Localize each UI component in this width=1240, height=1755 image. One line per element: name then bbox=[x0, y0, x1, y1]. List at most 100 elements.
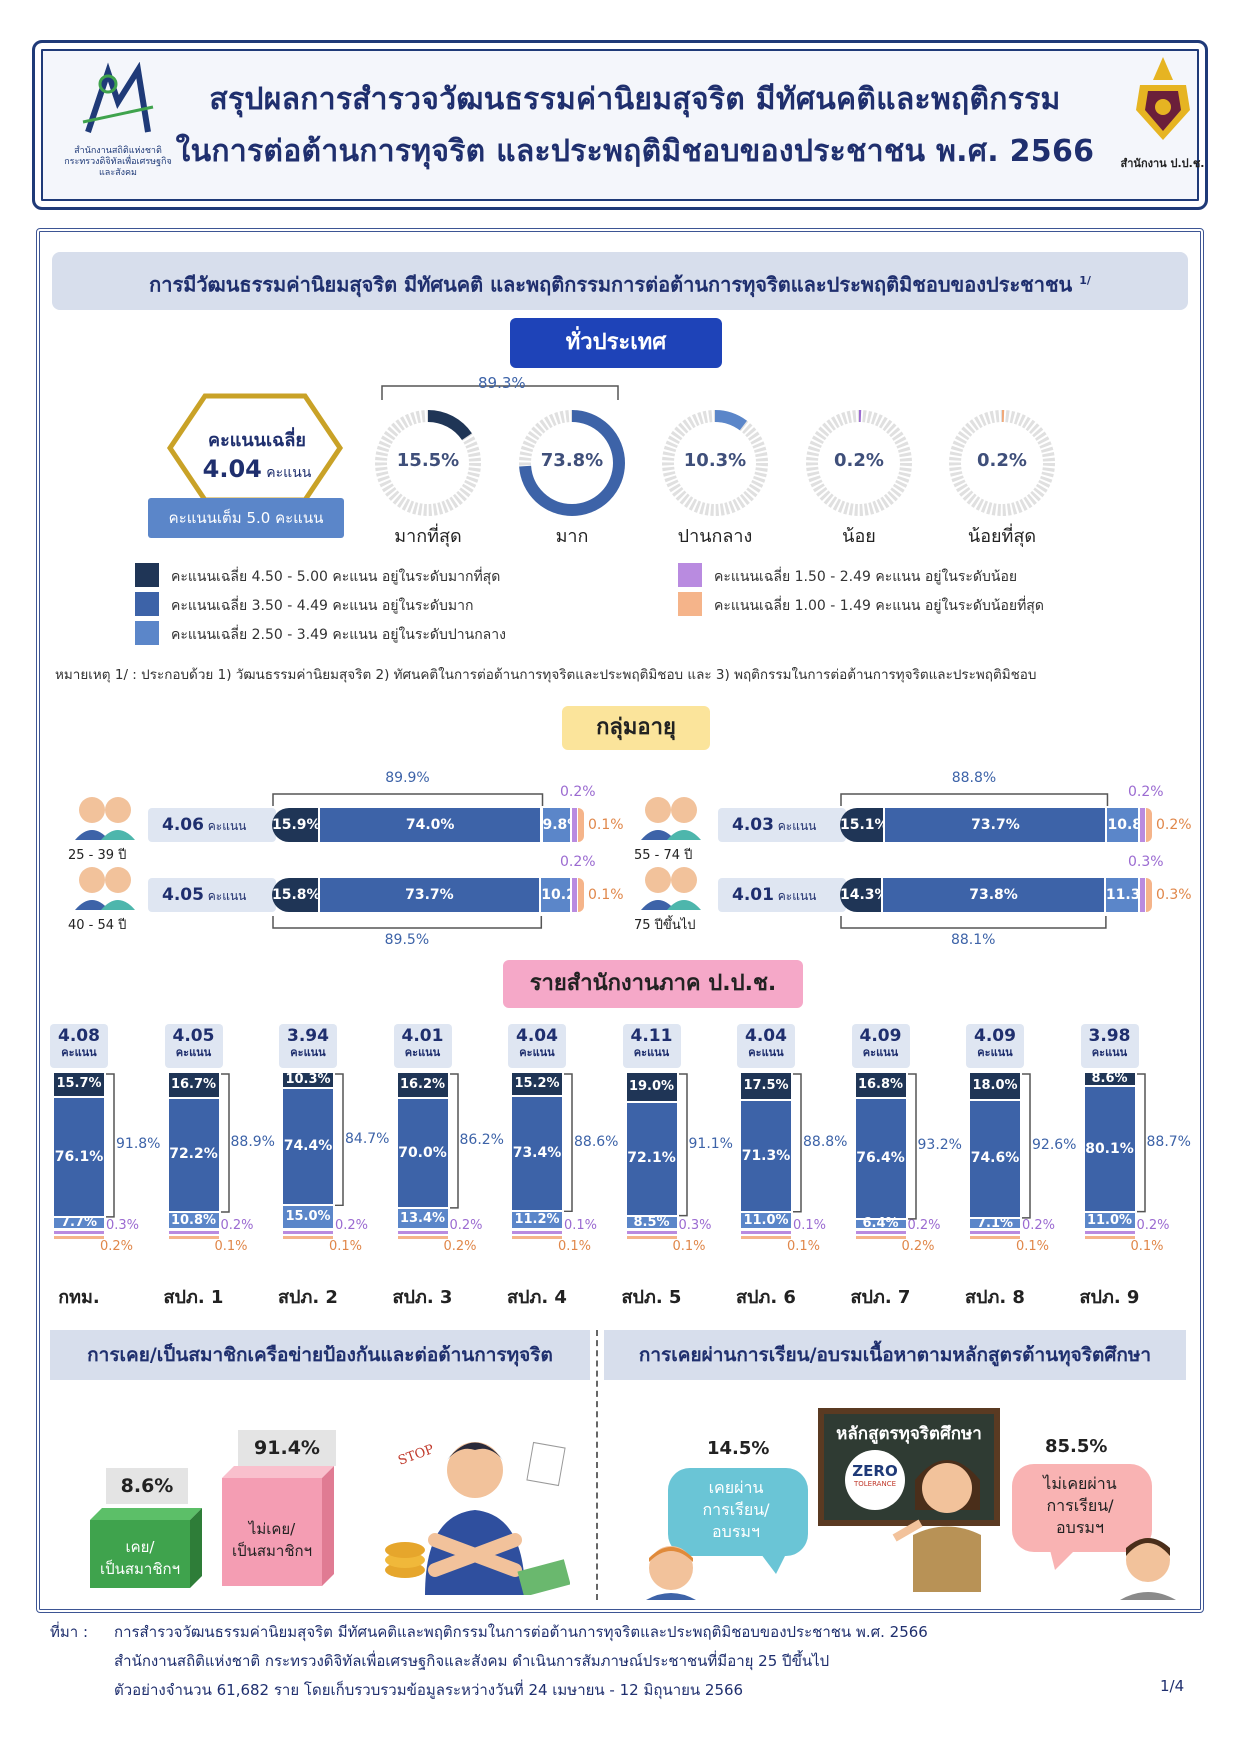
chalkboard-title: หลักสูตรทุจริตศึกษา bbox=[836, 1424, 982, 1444]
age-score: 4.06 คะแนน bbox=[148, 808, 276, 842]
network-no-label-1: ไม่เคย/ bbox=[248, 1520, 296, 1538]
national-combined-pct: 89.3% bbox=[478, 374, 526, 392]
donut-value: 73.8% bbox=[540, 450, 604, 471]
region-bar-low bbox=[741, 1231, 791, 1234]
age-combined-pct: 89.9% bbox=[385, 770, 430, 786]
region-score-unit: คะแนน bbox=[862, 1046, 899, 1059]
training-no-pct: 85.5% bbox=[1045, 1436, 1108, 1457]
network-no-pct: 91.4% bbox=[238, 1430, 336, 1466]
region-combined-bracket bbox=[335, 1073, 344, 1207]
age-combined-bracket bbox=[272, 793, 544, 806]
footnote: หมายเหตุ 1/ : ประกอบด้วย 1) วัฒนธรรมค่าน… bbox=[55, 667, 1037, 683]
region-combined-bracket bbox=[564, 1073, 573, 1213]
age-pill: กลุ่มอายุ bbox=[562, 706, 710, 750]
avg-score-value: 4.04 คะแนน bbox=[182, 455, 332, 484]
region-lowest-pct: 0.2% bbox=[443, 1239, 477, 1254]
network-yes-box bbox=[90, 1508, 202, 1588]
region-low-pct: 0.2% bbox=[335, 1218, 369, 1233]
training-yes-text-3: อบรมฯ bbox=[712, 1522, 760, 1541]
region-bar-segment: 6.4% bbox=[855, 1217, 906, 1230]
region-bar-low bbox=[168, 1231, 219, 1234]
region-lowest-pct: 0.1% bbox=[1016, 1239, 1050, 1254]
zero-logo-text: ZERO bbox=[852, 1462, 898, 1480]
age-bar-segment: 74.0% bbox=[319, 808, 541, 842]
age-combined-pct: 88.8% bbox=[951, 770, 997, 786]
region-bar-segment: 15.0% bbox=[283, 1206, 333, 1228]
region-score: 4.04 คะแนน bbox=[737, 1024, 795, 1068]
age-bar-low bbox=[1140, 878, 1145, 912]
age-group-people-icon bbox=[75, 867, 135, 910]
page-number: 1/4 bbox=[1160, 1677, 1185, 1695]
age-bar-segment: 9.8% bbox=[542, 808, 581, 842]
network-title: การเคย/เป็นสมาชิกเครือข่ายป้องกันและต่อต… bbox=[50, 1330, 590, 1380]
region-bar-segment: 11.0% bbox=[1084, 1212, 1135, 1228]
region-score: 4.05 คะแนน bbox=[164, 1024, 223, 1068]
section-title-text: การมีวัฒนธรรมค่านิยมสุจริต มีทัศนคติ และ… bbox=[149, 272, 1073, 297]
age-score-unit: คะแนน bbox=[773, 889, 817, 903]
nso-caption-1: สำนักงานสถิติแห่งชาติ bbox=[74, 146, 162, 156]
donut-value: 10.3% bbox=[683, 450, 747, 471]
region-name: สปภ. 6 bbox=[736, 1287, 796, 1308]
training-yes-pct: 14.5% bbox=[707, 1438, 770, 1459]
legend-swatch bbox=[678, 563, 702, 587]
network-no-label-2: เป็นสมาชิกฯ bbox=[231, 1542, 313, 1560]
region-combined-bracket bbox=[1022, 1073, 1031, 1219]
source-footer: ที่มา : การสำรวจวัฒนธรรมค่านิยมสุจริต มีท… bbox=[50, 1618, 928, 1705]
age-group-people-icon bbox=[75, 797, 135, 840]
age-bar-segment: 10.2% bbox=[541, 878, 590, 912]
region-low-pct: 0.2% bbox=[449, 1218, 483, 1233]
region-bar-lowest bbox=[283, 1236, 333, 1239]
avg-score-number: 4.04 bbox=[202, 455, 262, 483]
age-bar-segment: 73.7% bbox=[885, 808, 1106, 842]
region-bar-segment: 71.3% bbox=[741, 1100, 791, 1211]
region-score-value: 3.94 bbox=[287, 1026, 329, 1046]
region-bar-segment: 13.4% bbox=[397, 1208, 448, 1228]
region-score: 4.08 คะแนน bbox=[50, 1024, 108, 1068]
region-bar-lowest bbox=[741, 1236, 791, 1239]
national-combined-bracket bbox=[381, 385, 619, 400]
region-score-unit: คะแนน bbox=[977, 1046, 1013, 1059]
region-bar-segment: 70.0% bbox=[397, 1098, 448, 1207]
region-low-pct: 0.1% bbox=[564, 1218, 598, 1233]
age-score-value: 4.03 bbox=[732, 815, 774, 835]
stop-sign-text: STOP bbox=[396, 1442, 436, 1469]
age-group-label: 55 - 74 ปี bbox=[634, 848, 693, 863]
age-score-unit: คะแนน bbox=[203, 819, 247, 833]
page-title-line2: ในการต่อต้านการทุจริต และประพฤติมิชอบของ… bbox=[175, 134, 1095, 169]
region-low-pct: 0.1% bbox=[793, 1218, 827, 1233]
region-name: สปภ. 5 bbox=[621, 1287, 682, 1308]
training-no-text: ไม่เคยผ่าน การเรียน/ อบรมฯ bbox=[1010, 1473, 1150, 1539]
source-label: ที่มา : bbox=[50, 1623, 89, 1641]
legend-swatch bbox=[135, 563, 159, 587]
region-bar-lowest bbox=[855, 1236, 906, 1239]
region-lowest-pct: 0.2% bbox=[100, 1239, 134, 1254]
region-score: 4.11 คะแนน bbox=[622, 1024, 681, 1068]
region-combined-bracket bbox=[793, 1073, 802, 1213]
region-combined-pct: 91.1% bbox=[688, 1135, 733, 1152]
age-score: 4.05 คะแนน bbox=[148, 878, 276, 912]
region-combined-bracket bbox=[678, 1073, 688, 1217]
region-bar-low bbox=[283, 1231, 333, 1234]
donut-value: 15.5% bbox=[396, 450, 460, 471]
section-footnote-mark: 1/ bbox=[1079, 274, 1091, 287]
region-combined-bracket bbox=[106, 1073, 115, 1218]
age-bar-low bbox=[572, 808, 577, 842]
man-yes-illustration bbox=[646, 1546, 696, 1600]
source-line1: การสำรวจวัฒนธรรมค่านิยมสุจริต มีทัศนคติแ… bbox=[114, 1623, 928, 1641]
header-banner bbox=[32, 40, 1208, 210]
region-bar-lowest bbox=[54, 1236, 104, 1239]
age-score-value: 4.01 bbox=[732, 885, 774, 905]
region-bar-lowest bbox=[970, 1236, 1020, 1239]
training-yes-text-2: การเรียน/ bbox=[702, 1500, 770, 1519]
region-bar-low bbox=[626, 1231, 677, 1234]
nacc-caption: สำนักงาน ป.ป.ช. bbox=[1120, 157, 1205, 170]
legend-text: คะแนนเฉลี่ย 4.50 - 5.00 คะแนน อยู่ในระดั… bbox=[171, 569, 501, 585]
region-bar-segment: 10.8% bbox=[168, 1212, 219, 1228]
region-score: 4.09 คะแนน bbox=[966, 1024, 1024, 1068]
training-yes-bubble bbox=[668, 1468, 808, 1574]
region-bar-segment: 15.2% bbox=[512, 1073, 562, 1095]
region-score-value: 4.01 bbox=[401, 1026, 444, 1046]
training-no-text-1: ไม่เคยผ่าน bbox=[1043, 1474, 1117, 1493]
region-bar-segment: 72.2% bbox=[168, 1099, 219, 1211]
region-score-unit: คะแนน bbox=[1091, 1046, 1128, 1059]
